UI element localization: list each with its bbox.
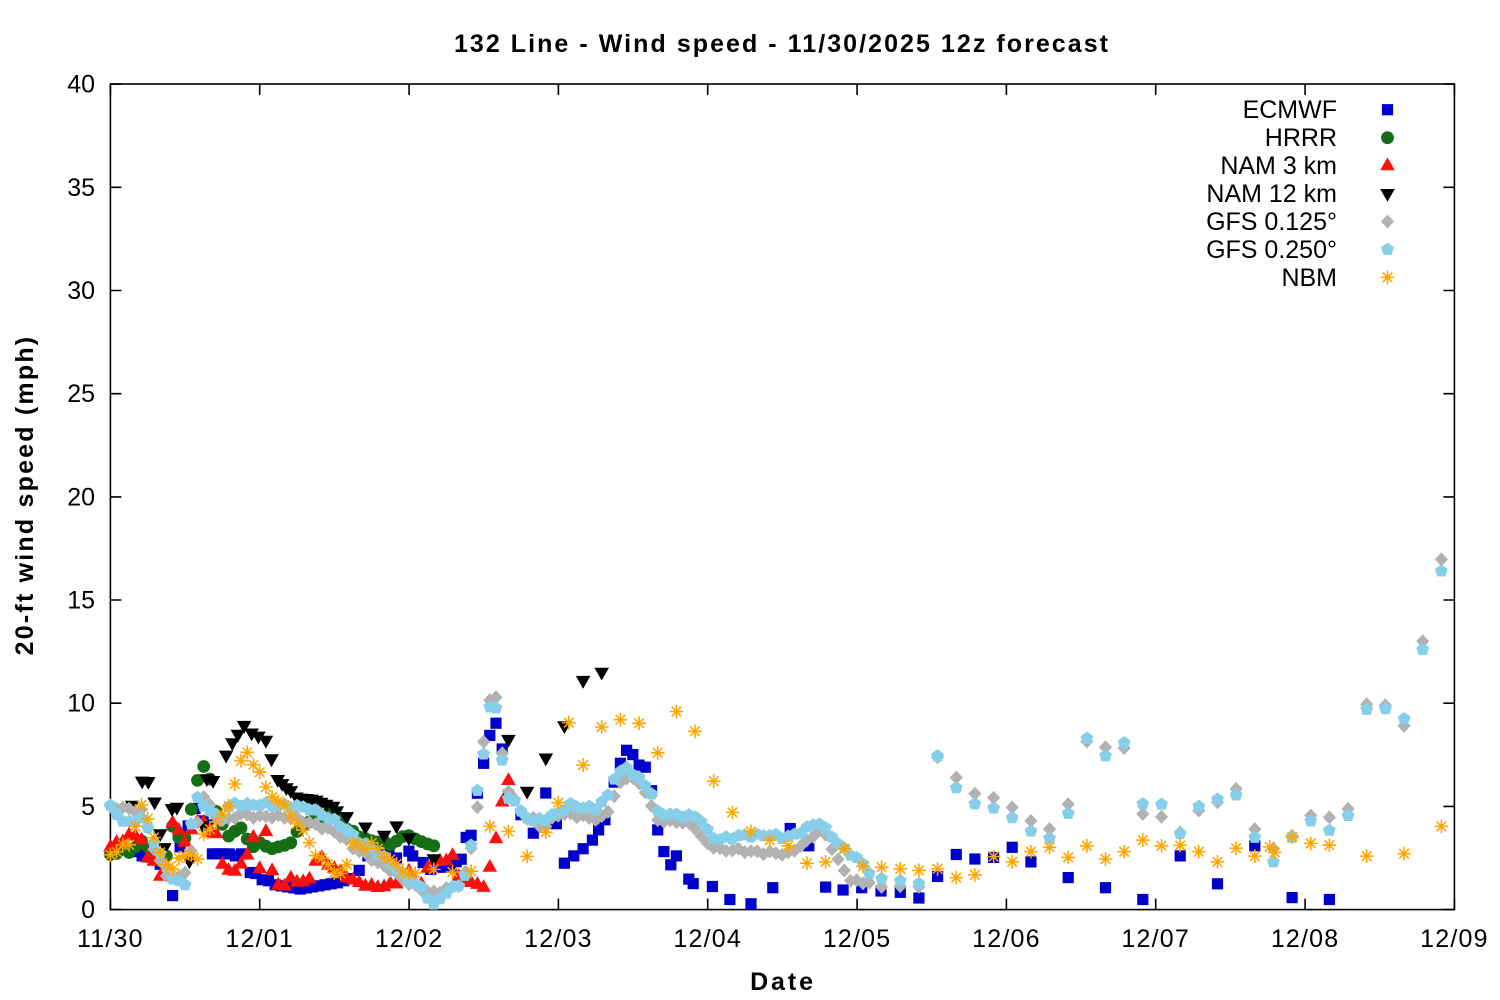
svg-text:35: 35 [67, 174, 95, 202]
svg-text:15: 15 [67, 587, 95, 615]
svg-text:5: 5 [81, 793, 95, 821]
svg-text:GFS 0.125°: GFS 0.125° [1206, 208, 1337, 236]
svg-text:12/02: 12/02 [375, 925, 444, 953]
svg-text:NBM: NBM [1281, 264, 1337, 292]
svg-text:12/07: 12/07 [1121, 925, 1190, 953]
svg-text:12/09: 12/09 [1420, 925, 1489, 953]
svg-text:12/08: 12/08 [1271, 925, 1340, 953]
svg-text:11/30: 11/30 [77, 925, 144, 953]
svg-text:12/03: 12/03 [524, 925, 593, 953]
svg-text:GFS 0.250°: GFS 0.250° [1206, 236, 1337, 264]
svg-text:20: 20 [67, 483, 95, 511]
svg-text:NAM 12 km: NAM 12 km [1206, 180, 1337, 208]
svg-text:12/01: 12/01 [225, 925, 294, 953]
svg-text:ECMWF: ECMWF [1243, 96, 1337, 124]
svg-text:20-ft wind speed (mph): 20-ft wind speed (mph) [11, 335, 39, 656]
svg-text:25: 25 [67, 380, 95, 408]
svg-text:132 Line - Wind speed - 11/30/: 132 Line - Wind speed - 11/30/2025 12z f… [454, 30, 1110, 58]
svg-text:NAM 3 km: NAM 3 km [1220, 152, 1337, 180]
svg-text:Date: Date [750, 968, 816, 996]
svg-text:40: 40 [67, 71, 95, 99]
svg-text:12/06: 12/06 [972, 925, 1041, 953]
svg-text:12/04: 12/04 [673, 925, 742, 953]
svg-text:0: 0 [81, 896, 95, 924]
svg-text:HRRR: HRRR [1265, 124, 1337, 152]
svg-text:12/05: 12/05 [823, 925, 892, 953]
svg-text:30: 30 [67, 277, 95, 305]
svg-text:10: 10 [67, 690, 95, 718]
